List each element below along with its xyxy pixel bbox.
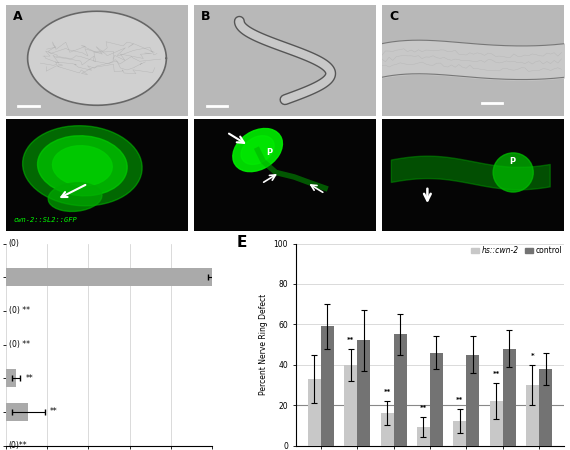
Text: **: ** [384,389,390,395]
Ellipse shape [241,136,274,164]
Text: A: A [13,10,23,23]
Text: **: ** [50,407,58,416]
Text: cwn-2::SL2::GFP: cwn-2::SL2::GFP [13,217,77,223]
Text: C: C [389,10,398,23]
Ellipse shape [48,183,102,212]
Text: **: ** [347,337,355,342]
Bar [466,355,479,446]
Text: (0)**: (0)** [9,441,27,450]
Bar [539,369,552,446]
Bar [394,334,406,446]
Text: (0) **: (0) ** [9,340,30,349]
Bar [6,268,213,287]
Text: **: ** [456,397,463,403]
Bar [490,401,503,446]
Bar [417,428,430,446]
Text: (0) **: (0) ** [9,306,30,315]
Bar [321,326,334,446]
Text: P: P [267,148,273,157]
Ellipse shape [493,153,534,192]
Text: (0): (0) [9,239,20,248]
Text: **: ** [492,371,500,377]
Bar [357,341,370,446]
Ellipse shape [38,136,127,196]
Text: *: * [531,353,534,359]
Y-axis label: Percent Nerve Ring Defect: Percent Nerve Ring Defect [259,294,268,395]
Legend: hs::cwn-2, control: hs::cwn-2, control [469,243,566,258]
Text: E: E [237,235,247,251]
Bar [6,369,16,387]
Text: **: ** [420,405,427,411]
Bar [526,385,539,446]
Bar [308,379,321,446]
Text: P: P [510,157,516,166]
Polygon shape [27,11,166,105]
Bar [6,403,28,421]
Ellipse shape [23,126,142,206]
Ellipse shape [233,129,282,171]
Bar [430,353,443,446]
Bar [503,349,516,446]
Ellipse shape [52,146,112,186]
Bar [381,413,394,446]
Bar [344,364,357,446]
Text: **: ** [25,374,33,382]
Text: B: B [201,10,210,23]
Bar [453,421,466,446]
